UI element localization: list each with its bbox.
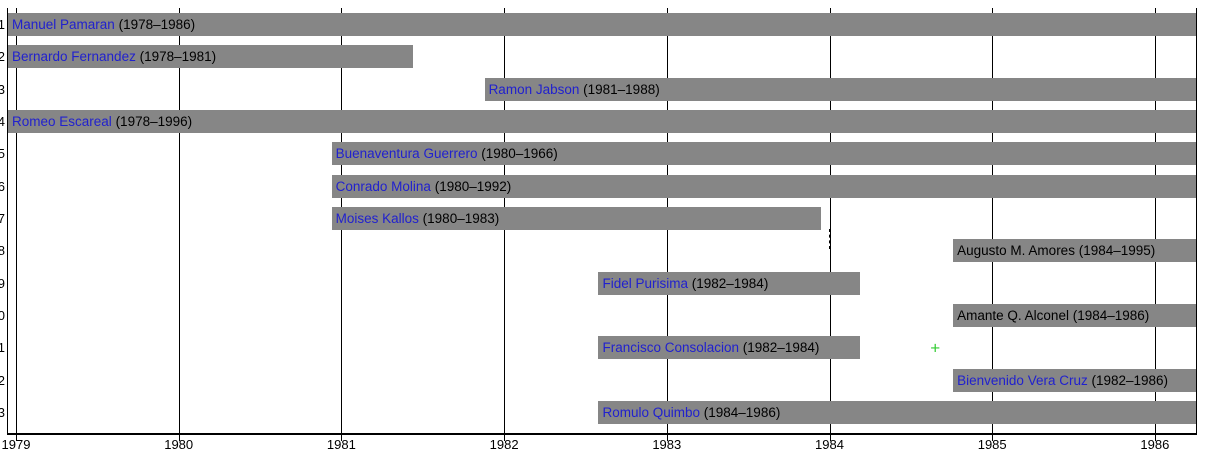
row-number-label: 13 <box>0 404 5 420</box>
gridline-1986 <box>1154 8 1156 433</box>
axis-tick-1984 <box>829 435 831 441</box>
bar-label: Augusto M. Amores (1984–1995) <box>957 239 1155 262</box>
person-name-link[interactable]: Francisco Consolacion <box>602 340 740 356</box>
row-number-label: 4 <box>0 113 5 129</box>
gridline-1980 <box>178 8 180 433</box>
plot-border-right <box>1196 8 1197 433</box>
axis-tick-1981 <box>341 435 343 441</box>
axis-tick-label: 1986 <box>1140 437 1170 452</box>
person-name-link[interactable]: Ramon Jabson <box>488 81 580 97</box>
axis-tick-label: 1981 <box>326 437 356 452</box>
person-name-link[interactable]: Bienvenido Vera Cruz <box>957 372 1088 388</box>
row-number-label: 3 <box>0 81 5 97</box>
bar-label: Conrado Molina (1980–1992) <box>336 175 512 198</box>
bar-label: Amante Q. Alconel (1984–1986) <box>957 304 1149 327</box>
person-name: Amante Q. Alconel <box>957 307 1069 323</box>
timeline-bar: Fidel Purisima (1982–1984) <box>598 271 861 295</box>
term-years: (1978–1981) <box>139 49 217 65</box>
bar-label: Bernardo Fernandez (1978–1981) <box>12 45 216 68</box>
bar-label: Ramon Jabson (1981–1988) <box>489 78 660 101</box>
timeline-bar: Ramon Jabson (1981–1988) <box>484 77 1196 101</box>
row-number-label: 8 <box>0 243 5 259</box>
bar-label: Bienvenido Vera Cruz (1982–1986) <box>957 369 1168 392</box>
timeline-bar: Romeo Escareal (1978–1996) <box>8 109 1196 133</box>
timeline-bar: Bienvenido Vera Cruz (1982–1986) <box>953 368 1196 392</box>
bar-label: Francisco Consolacion (1982–1984) <box>602 336 819 359</box>
timeline-bar: Augusto M. Amores (1984–1995) <box>953 239 1196 263</box>
term-years: (1982–1984) <box>742 340 820 356</box>
timeline-bar: Moises Kallos (1980–1983) <box>331 206 822 230</box>
person-name: Augusto M. Amores <box>957 243 1075 259</box>
bar-label: Buenaventura Guerrero (1980–1966) <box>336 142 558 165</box>
bar-label: Romulo Quimbo (1984–1986) <box>602 401 780 424</box>
x-axis-line <box>7 433 1197 435</box>
person-name-link[interactable]: Fidel Purisima <box>602 275 688 291</box>
row-number-label: 2 <box>0 49 5 65</box>
axis-tick-label: 1984 <box>815 437 844 452</box>
term-years: (1978–1986) <box>118 17 196 32</box>
row-number-label: 11 <box>0 340 5 356</box>
term-years: (1982–1984) <box>691 275 769 291</box>
axis-tick-1979 <box>16 435 17 441</box>
plus-marker-icon: + <box>930 338 941 358</box>
term-years: (1984–1986) <box>1072 307 1150 323</box>
axis-tick-label: 1982 <box>489 437 519 452</box>
bar-label: Manuel Pamaran (1978–1986) <box>12 13 195 36</box>
axis-tick-1982 <box>504 435 506 441</box>
timeline-bar: Bernardo Fernandez (1978–1981) <box>8 45 413 69</box>
person-name-link[interactable]: Bernardo Fernandez <box>12 49 136 65</box>
person-name-link[interactable]: Moises Kallos <box>335 210 419 226</box>
axis-tick-1983 <box>666 435 668 441</box>
timeline-bar: Francisco Consolacion (1982–1984) <box>598 336 861 360</box>
row-number-label: 12 <box>0 372 5 388</box>
bar-label: Romeo Escareal (1978–1996) <box>12 110 192 133</box>
term-years: (1978–1996) <box>115 113 193 129</box>
timeline-bar: Romulo Quimbo (1984–1986) <box>598 400 1196 424</box>
gridline-1985 <box>992 8 994 433</box>
axis-tick-label: 1980 <box>164 437 194 452</box>
person-name-link[interactable]: Romeo Escareal <box>12 113 112 129</box>
bar-label: Moises Kallos (1980–1983) <box>336 207 500 230</box>
timeline-bar: Manuel Pamaran (1978–1986) <box>8 13 1196 36</box>
axis-tick-1980 <box>178 435 180 441</box>
row-number-label: 1 <box>0 17 5 32</box>
bar-label: Fidel Purisima (1982–1984) <box>602 272 768 295</box>
person-name-link[interactable]: Romulo Quimbo <box>602 404 700 420</box>
timeline-bar: Amante Q. Alconel (1984–1986) <box>953 303 1196 327</box>
person-name-link[interactable]: Conrado Molina <box>335 178 431 194</box>
row-number-label: 10 <box>0 307 5 323</box>
row-number-label: 7 <box>0 210 5 226</box>
timeline-bar: Conrado Molina (1980–1992) <box>331 174 1196 198</box>
row-number-label: 9 <box>0 275 5 291</box>
axis-tick-label: 1979 <box>1 437 31 452</box>
term-years: (1984–1986) <box>703 404 781 420</box>
term-years: (1982–1986) <box>1091 372 1169 388</box>
person-name-link[interactable]: Manuel Pamaran <box>12 17 115 32</box>
axis-tick-1985 <box>992 435 994 441</box>
axis-tick-label: 1985 <box>977 437 1007 452</box>
term-years: (1981–1988) <box>583 81 660 97</box>
term-years: (1980–1992) <box>434 178 512 194</box>
row-number-label: 5 <box>0 146 5 162</box>
row-number-label: 6 <box>0 178 5 194</box>
timeline-bar: Buenaventura Guerrero (1980–1966) <box>331 142 1196 166</box>
term-years: (1980–1966) <box>481 146 558 162</box>
term-years: (1984–1995) <box>1078 243 1156 259</box>
person-name-link[interactable]: Buenaventura Guerrero <box>335 146 478 162</box>
axis-tick-1986 <box>1154 435 1156 441</box>
term-years: (1980–1983) <box>422 210 500 226</box>
gridline-1984 <box>829 8 831 433</box>
gridline-1979 <box>16 8 17 433</box>
plot-border-left <box>7 8 8 433</box>
dashed-gridline-segment-1984 <box>829 229 830 249</box>
axis-tick-label: 1983 <box>652 437 682 452</box>
